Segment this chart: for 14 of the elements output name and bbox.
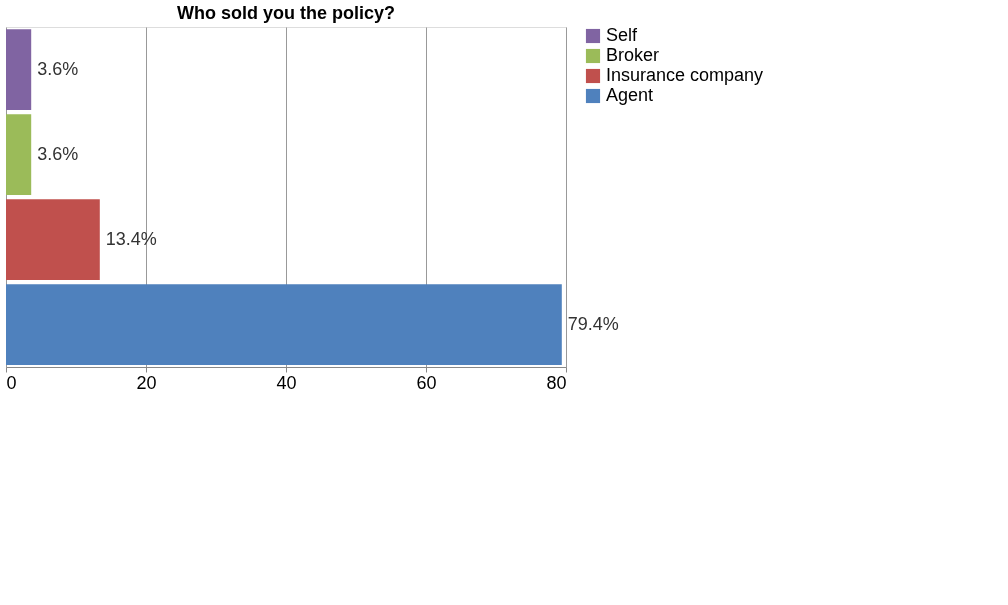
chart-title: Who sold you the policy? bbox=[177, 3, 395, 23]
legend-label: Self bbox=[606, 25, 639, 45]
x-tick-label: 80 bbox=[546, 372, 567, 393]
legend-label: Broker bbox=[606, 45, 660, 65]
data-label: 13.4% bbox=[105, 228, 157, 249]
x-tick-label: 60 bbox=[416, 372, 437, 393]
x-tick-label: 20 bbox=[136, 372, 157, 393]
data-label: 3.6% bbox=[37, 58, 79, 79]
x-tick-label: 0 bbox=[6, 372, 17, 393]
legend-label: Insurance company bbox=[606, 65, 764, 85]
legend-label: Agent bbox=[606, 85, 654, 105]
data-label: 79.4% bbox=[567, 313, 619, 334]
x-tick-label: 40 bbox=[276, 372, 297, 393]
data-label: 3.6% bbox=[37, 143, 79, 164]
